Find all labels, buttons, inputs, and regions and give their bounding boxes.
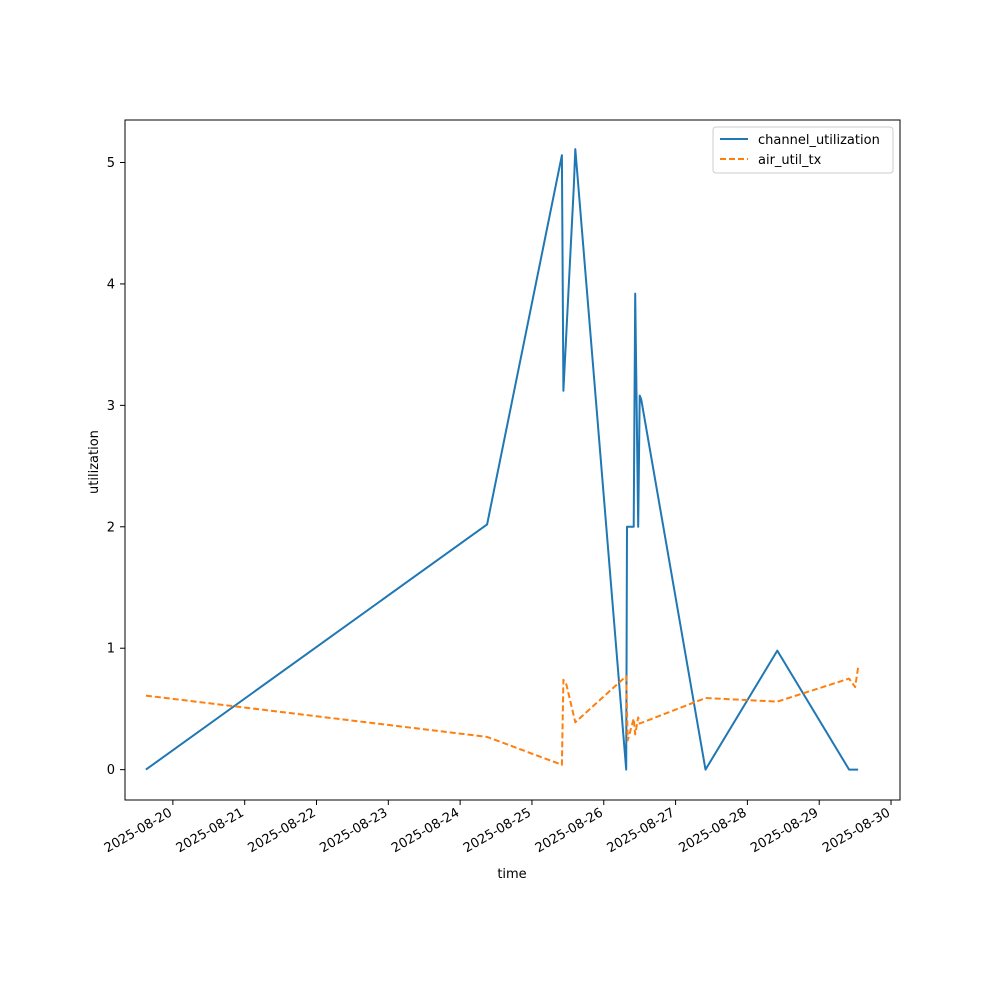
legend-label-channel-utilization: channel_utilization [758,133,880,148]
y-tick-label: 4 [107,277,115,292]
y-axis-label: utilization [87,430,102,494]
y-tick-label: 2 [107,520,115,535]
y-tick-label: 1 [107,642,115,657]
y-tick-label: 3 [107,399,115,414]
legend-box [712,126,894,174]
series-layer [145,148,860,771]
y-axis-ticks: 0 1 2 3 4 5 [107,156,125,778]
legend: channel_utilization air_util_tx [712,126,894,174]
series-line-channel-utilization [145,148,859,771]
plot-frame [124,119,901,801]
x-axis-label: time [497,867,526,882]
legend-label-air-util-tx: air_util_tx [758,153,822,168]
plot-area [125,120,900,800]
y-tick-label: 5 [107,156,115,171]
y-tick-label: 0 [107,763,115,778]
series-line-air-util-tx [145,667,860,766]
